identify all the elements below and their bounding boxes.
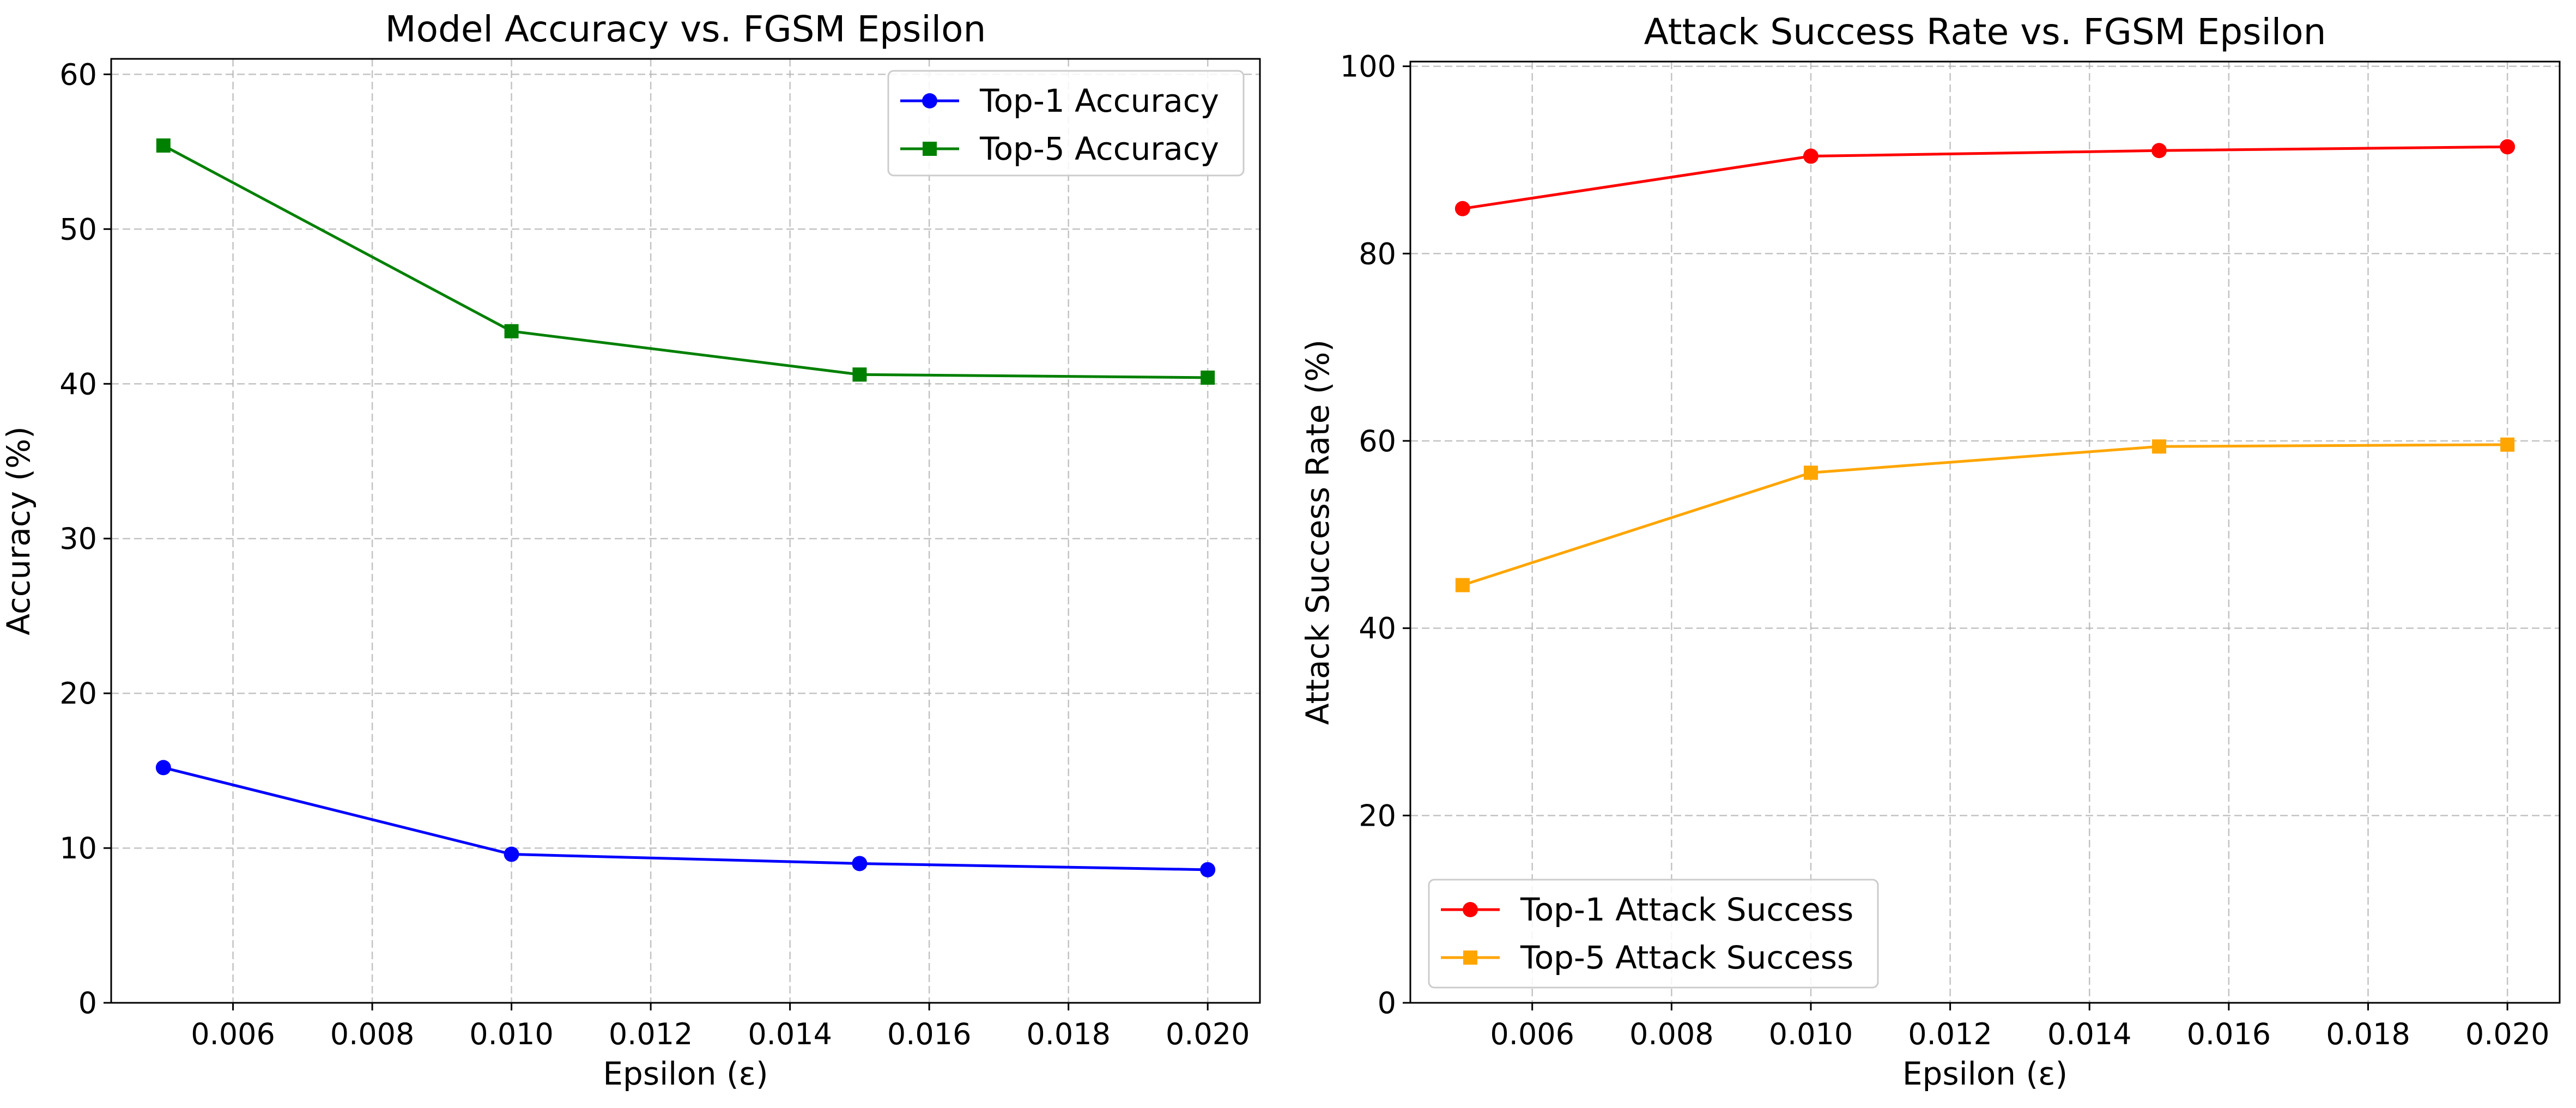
legend: Top-1 Accuracy Top-5 Accuracy (887, 70, 1245, 177)
legend-label: Top-1 Attack Success (1520, 891, 1853, 928)
x-tick-label: 0.018 (2326, 1017, 2410, 1051)
data-point-circle (852, 856, 868, 871)
x-tick-label: 0.010 (1769, 1017, 1853, 1051)
x-tick-label: 0.008 (330, 1017, 415, 1051)
y-tick-label: 40 (1359, 611, 1396, 646)
series-line-1 (163, 766, 1208, 871)
y-tick-label: 50 (59, 212, 97, 246)
data-point-square (1455, 578, 1470, 592)
x-axis-label: Epsilon (ε) (603, 1055, 768, 1092)
y-tick-label: 40 (59, 367, 97, 401)
legend-marker-circle (922, 93, 937, 108)
data-point-circle (2500, 139, 2516, 155)
y-tick-label: 10 (59, 831, 97, 865)
x-tick-label: 0.020 (2465, 1017, 2550, 1051)
y-tick-label: 60 (59, 57, 97, 92)
y-tick-label: 20 (1359, 798, 1396, 833)
data-point-square (2500, 437, 2515, 452)
x-tick-label: 0.010 (469, 1017, 554, 1051)
x-tick-label: 0.018 (1026, 1017, 1111, 1051)
y-tick-label: 0 (1378, 986, 1396, 1020)
x-tick-label: 0.006 (1490, 1017, 1574, 1051)
legend-label: Top-5 Attack Success (1520, 939, 1853, 976)
data-point-square (156, 138, 171, 153)
data-point-square (2152, 439, 2167, 454)
data-point-square (1803, 465, 1818, 480)
data-point-circle (504, 846, 519, 862)
legend-box (887, 70, 1245, 177)
y-tick-label: 30 (59, 522, 97, 556)
y-tick-label: 100 (1340, 50, 1396, 84)
legend-box (1428, 879, 1879, 989)
legend-marker-circle (1463, 902, 1478, 917)
legend: Top-1 Attack Success Top-5 Attack Success (1428, 879, 1879, 989)
x-tick-label: 0.014 (748, 1017, 832, 1051)
legend-marker-square (1463, 950, 1477, 965)
y-tick-label: 20 (59, 676, 97, 711)
chart-title: Model Accuracy vs. FGSM Epsilon (385, 8, 986, 50)
x-tick-label: 0.016 (2187, 1017, 2271, 1051)
series-line-2 (1462, 443, 2508, 586)
y-axis-label: Attack Success Rate (%) (1299, 340, 1336, 725)
legend-label: Top-5 Accuracy (979, 130, 1219, 167)
plot-frame (1409, 60, 2561, 1004)
x-tick-label: 0.012 (609, 1017, 693, 1051)
x-tick-label: 0.020 (1166, 1017, 1250, 1051)
legend-label: Top-1 Accuracy (979, 82, 1219, 119)
x-tick-label: 0.014 (2047, 1017, 2132, 1051)
data-point-circle (1803, 148, 1819, 164)
x-tick-label: 0.012 (1908, 1017, 1992, 1051)
data-point-square (1201, 370, 1215, 385)
x-tick-label: 0.008 (1629, 1017, 1714, 1051)
y-axis-label: Accuracy (%) (0, 426, 37, 635)
data-point-square (504, 324, 519, 338)
legend-marker-square (923, 142, 937, 156)
x-tick-label: 0.016 (887, 1017, 972, 1051)
y-tick-label: 60 (1359, 424, 1396, 458)
chart-panel-1: 0.006 0.008 0.010 0.012 0.014 0.016 0.018 0.020… (0, 8, 1261, 1092)
series-line-2 (162, 144, 1208, 379)
y-tick-label: 80 (1359, 237, 1396, 271)
plot-frame (110, 58, 1261, 1004)
x-tick-label: 0.006 (191, 1017, 275, 1051)
x-axis-label: Epsilon (ε) (1902, 1055, 2068, 1092)
data-point-circle (155, 760, 171, 776)
chart-title: Attack Success Rate vs. FGSM Epsilon (1644, 11, 2326, 53)
series-line-1 (1462, 145, 2508, 210)
data-point-circle (1454, 201, 1470, 216)
data-point-circle (2151, 143, 2167, 159)
y-tick-label: 0 (78, 986, 97, 1020)
data-point-square (852, 367, 867, 382)
data-point-circle (1200, 862, 1216, 877)
chart-panel-2: 0.006 0.008 0.010 0.012 0.014 0.016 0.018 0.020… (1299, 11, 2561, 1092)
